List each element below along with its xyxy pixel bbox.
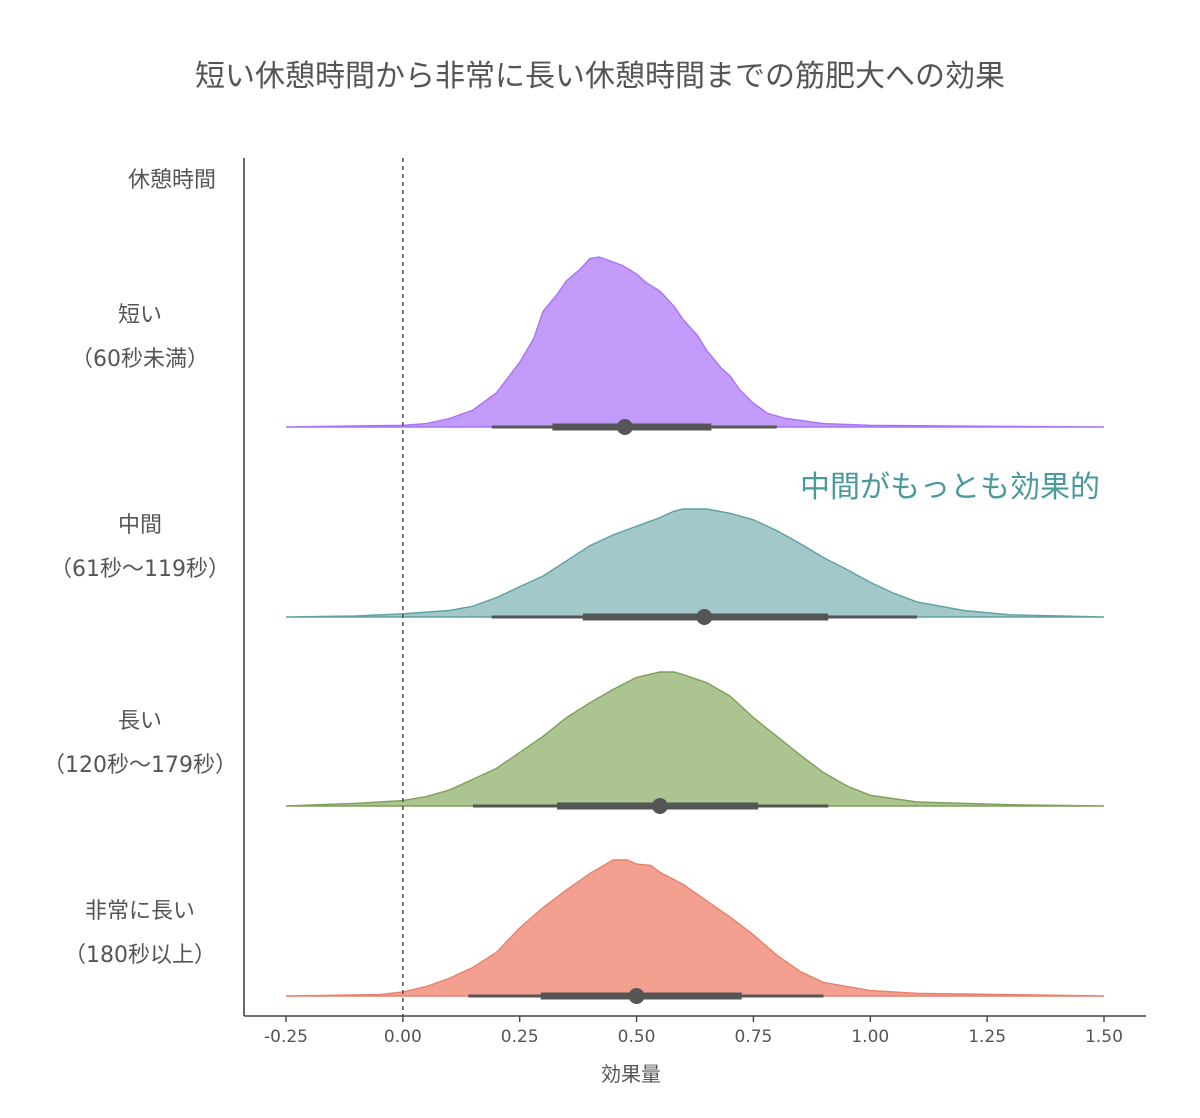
x-tick-label: 0.25	[501, 1027, 539, 1047]
density-2	[285, 508, 1105, 618]
category-label-4: 非常に長い（180秒以上）	[64, 899, 216, 968]
category-label-1: 短い（60秒未満）	[71, 303, 209, 372]
median-point-1	[616, 419, 633, 435]
density-3	[285, 671, 1105, 807]
x-tick-label: 0.00	[384, 1027, 422, 1047]
ridges	[285, 256, 1105, 1004]
x-axis-ticks: -0.25 0.00 0.25 0.50 0.75 1.00 1.25 1.50	[264, 1016, 1123, 1047]
category-label-2: 中間（61秒〜119秒）	[50, 513, 230, 582]
category-labels: 短い（60秒未満） 中間（61秒〜119秒） 長い（120秒〜179秒） 非常に長い（…	[43, 303, 237, 968]
x-tick-label: 1.00	[851, 1027, 889, 1047]
density-4	[285, 859, 1105, 997]
category-label-3: 長い（120秒〜179秒）	[43, 709, 237, 778]
chart-title: 短い休憩時間から非常に長い休憩時間までの筋肥大への効果	[195, 59, 1005, 94]
y-axis-label: 休憩時間	[128, 168, 216, 193]
median-point-2	[696, 609, 713, 625]
density-1	[285, 256, 1105, 428]
x-tick-label: 1.25	[968, 1027, 1006, 1047]
x-tick-label: -0.25	[264, 1027, 308, 1047]
annotation-text: 中間がもっとも効果的	[800, 470, 1100, 505]
x-tick-label: 0.50	[618, 1027, 656, 1047]
x-tick-label: 0.75	[734, 1027, 772, 1047]
x-axis-label: 効果量	[601, 1062, 661, 1086]
median-point-3	[651, 798, 668, 814]
x-tick-label: 1.50	[1085, 1027, 1123, 1047]
median-point-4	[628, 988, 645, 1004]
